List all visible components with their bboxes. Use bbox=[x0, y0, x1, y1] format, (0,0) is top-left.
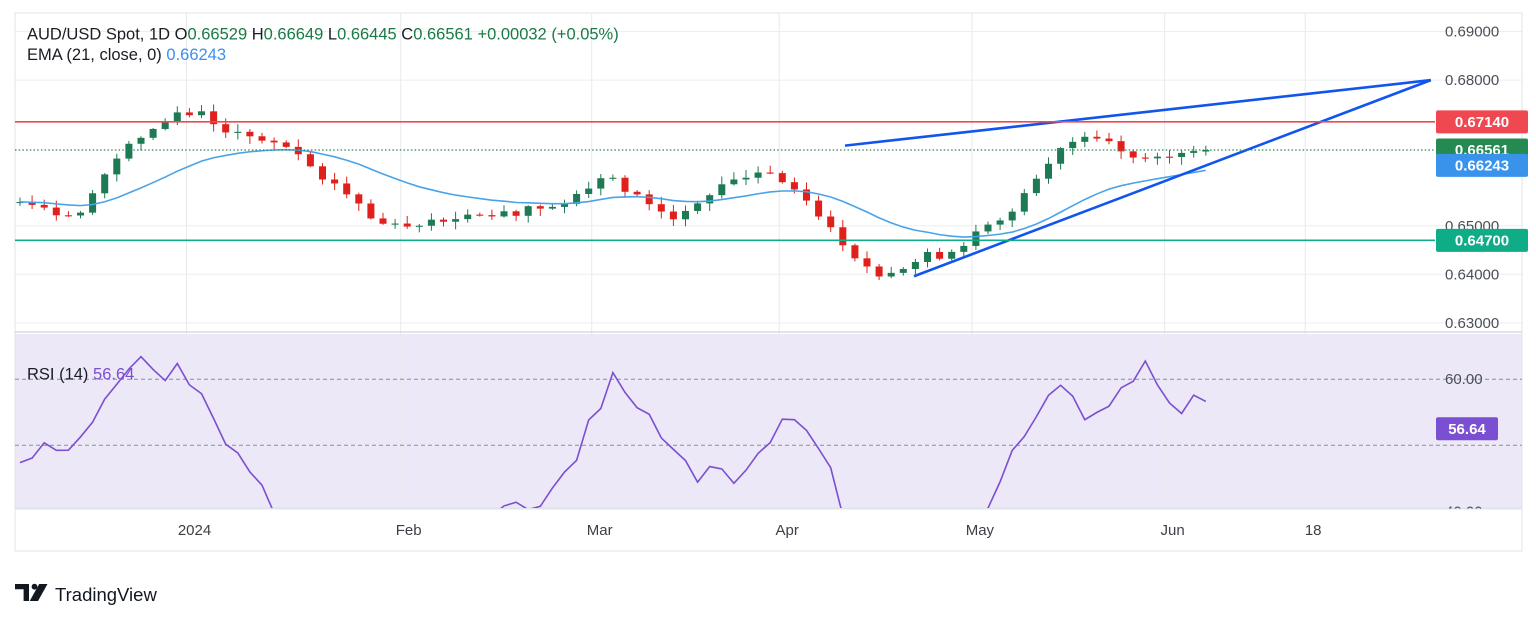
svg-text:Jun: Jun bbox=[1161, 522, 1185, 539]
svg-text:0.64000: 0.64000 bbox=[1445, 266, 1499, 283]
svg-text:Apr: Apr bbox=[776, 522, 799, 539]
svg-text:RSI (14) 56.64: RSI (14) 56.64 bbox=[27, 366, 134, 384]
svg-text:May: May bbox=[966, 522, 995, 539]
svg-text:0.64700: 0.64700 bbox=[1455, 232, 1509, 249]
svg-text:0.63000: 0.63000 bbox=[1445, 315, 1499, 332]
svg-text:0.68000: 0.68000 bbox=[1445, 72, 1499, 89]
svg-text:60.00: 60.00 bbox=[1445, 371, 1483, 388]
svg-text:2024: 2024 bbox=[178, 522, 211, 539]
svg-text:0.66243: 0.66243 bbox=[1455, 157, 1509, 174]
svg-text:EMA (21, close, 0) 0.66243: EMA (21, close, 0) 0.66243 bbox=[27, 46, 226, 64]
svg-text:Feb: Feb bbox=[396, 522, 422, 539]
svg-text:Mar: Mar bbox=[587, 522, 613, 539]
svg-text:AUD/USD Spot, 1D O0.66529: AUD/USD Spot, 1D O0.66529 H0.66649 L0.66… bbox=[27, 26, 619, 44]
svg-text:0.67140: 0.67140 bbox=[1455, 114, 1509, 131]
svg-text:0.69000: 0.69000 bbox=[1445, 24, 1499, 41]
svg-text:56.64: 56.64 bbox=[1448, 421, 1486, 438]
svg-text:TradingView: TradingView bbox=[55, 584, 157, 605]
svg-text:18: 18 bbox=[1305, 522, 1322, 539]
